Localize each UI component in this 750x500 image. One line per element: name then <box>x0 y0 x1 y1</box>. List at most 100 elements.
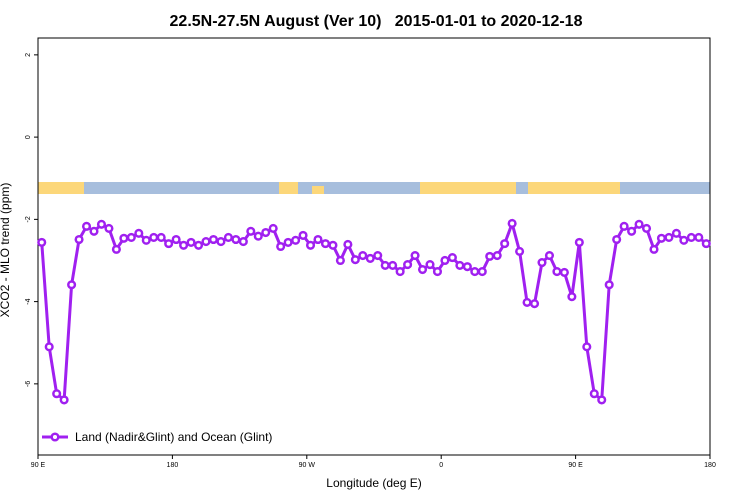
data-point <box>216 237 226 247</box>
x-axis-label: Longitude (deg E) <box>326 476 421 490</box>
data-point <box>320 239 331 249</box>
data-point <box>96 219 107 229</box>
y-tick-label: -4 <box>25 298 32 304</box>
data-point <box>37 237 47 247</box>
data-point <box>186 237 196 247</box>
data-point <box>671 228 681 238</box>
data-point <box>455 260 465 270</box>
plot-frame <box>37 37 711 456</box>
data-point <box>529 299 540 309</box>
data-point <box>179 240 189 250</box>
data-point <box>350 255 360 265</box>
data-point <box>552 267 562 277</box>
data-point <box>313 234 323 245</box>
data-point <box>223 232 233 243</box>
x-tick-label: 90 E <box>568 462 583 469</box>
y-axis-label: XCO2 - MLO trend (ppm) <box>0 183 12 318</box>
data-point <box>89 226 99 236</box>
data-point <box>119 233 129 243</box>
data-point <box>507 218 517 229</box>
data-point <box>343 239 353 249</box>
data-point <box>134 228 144 238</box>
data-point <box>515 246 525 256</box>
data-point <box>410 250 420 261</box>
data-point <box>171 234 181 245</box>
data-point <box>537 257 547 268</box>
data-point <box>201 237 211 247</box>
data-point <box>365 253 375 263</box>
x-tick-label: 0 <box>439 462 443 469</box>
y-tick-label: -2 <box>25 216 32 222</box>
data-point <box>193 240 204 250</box>
data-point <box>104 223 114 233</box>
x-tick-label: 90 E <box>31 462 46 469</box>
chart-title: 22.5N-27.5N August (Ver 10) 2015-01-01 t… <box>170 13 583 30</box>
data-point <box>246 226 256 236</box>
data-point <box>291 235 301 245</box>
data-point <box>305 240 316 250</box>
data-point <box>582 342 592 352</box>
y-tick-label: 2 <box>25 53 32 57</box>
data-point <box>261 227 271 238</box>
data-point <box>694 232 704 243</box>
data-point <box>44 342 54 352</box>
data-point <box>149 232 159 243</box>
data-point <box>627 226 637 236</box>
y-tick-label: 0 <box>25 135 32 139</box>
data-point <box>522 297 532 307</box>
data-point <box>388 260 398 270</box>
data-point <box>208 234 219 245</box>
x-tick-label: 180 <box>167 462 179 469</box>
legend-label: Land (Nadir&Glint) and Ocean (Glint) <box>75 430 272 444</box>
data-point <box>126 232 136 243</box>
data-point <box>679 235 689 245</box>
data-point <box>380 260 390 270</box>
data-point <box>403 260 413 270</box>
x-tick-label: 180 <box>704 462 716 469</box>
data-point <box>81 221 92 231</box>
data-point <box>111 244 121 254</box>
data-point <box>701 239 711 249</box>
data-point <box>164 239 174 249</box>
data-point <box>462 262 472 272</box>
data-point <box>470 267 480 277</box>
data-point <box>574 237 584 247</box>
series-line <box>40 218 708 403</box>
data-point <box>686 232 696 243</box>
map-strip <box>38 182 710 194</box>
data-point <box>492 250 502 261</box>
data-point <box>544 250 555 261</box>
data-point <box>283 237 293 247</box>
legend-marker <box>50 432 60 442</box>
data-point <box>500 239 510 249</box>
data-point <box>604 280 614 290</box>
data-point <box>619 221 629 231</box>
y-tick-label: -6 <box>25 381 32 387</box>
data-point <box>589 389 599 399</box>
data-point <box>634 219 644 229</box>
data-point <box>417 264 428 275</box>
data-point <box>425 260 435 270</box>
data-point <box>298 230 308 240</box>
data-point <box>67 280 77 290</box>
data-point <box>597 395 607 405</box>
data-point <box>52 389 62 399</box>
data-point <box>358 250 368 261</box>
data-point <box>268 223 278 233</box>
x-tick-label: 90 W <box>299 462 316 469</box>
data-point <box>612 234 622 245</box>
data-point <box>141 235 151 245</box>
data-point <box>440 255 450 266</box>
data-point <box>641 223 652 233</box>
data-point <box>373 250 383 261</box>
data-point <box>649 244 659 254</box>
data-point <box>231 234 241 245</box>
data-point <box>335 255 345 266</box>
data-point <box>238 237 248 247</box>
data-point <box>253 231 263 241</box>
data-point <box>432 267 443 277</box>
data-point <box>567 292 577 302</box>
data-point <box>74 234 84 245</box>
